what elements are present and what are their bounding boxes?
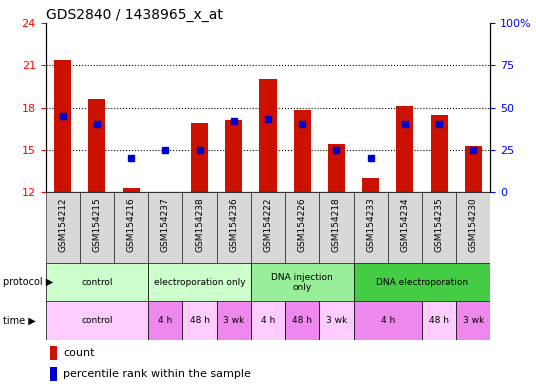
Bar (396, 106, 413, 192)
Bar (191, 123, 208, 192)
Bar (430, 114, 448, 192)
Bar (422, 301, 456, 340)
Bar (88, 99, 106, 192)
Bar (294, 110, 311, 192)
Bar (251, 301, 285, 340)
Bar (251, 263, 354, 301)
Bar (251, 192, 285, 263)
Text: GSM154216: GSM154216 (126, 198, 136, 252)
Text: 48 h: 48 h (429, 316, 449, 325)
Text: electroporation only: electroporation only (154, 278, 245, 287)
Bar (456, 192, 490, 263)
Bar (259, 79, 277, 192)
Bar (354, 263, 490, 301)
Bar (123, 188, 140, 192)
Bar (50, 367, 57, 381)
Bar (225, 120, 242, 192)
Bar (328, 144, 345, 192)
Text: 3 wk: 3 wk (326, 316, 347, 325)
Bar (50, 346, 57, 359)
Bar (285, 192, 319, 263)
Bar (46, 263, 148, 301)
Bar (182, 301, 217, 340)
Bar (456, 301, 490, 340)
Text: 4 h: 4 h (158, 316, 173, 325)
Bar (319, 192, 354, 263)
Text: GSM154235: GSM154235 (435, 198, 444, 252)
Bar (354, 192, 388, 263)
Bar (46, 192, 80, 263)
Text: 4 h: 4 h (261, 316, 275, 325)
Text: DNA electroporation: DNA electroporation (376, 278, 468, 287)
Bar (114, 192, 148, 263)
Text: count: count (63, 348, 95, 358)
Text: 48 h: 48 h (292, 316, 312, 325)
Bar (354, 301, 422, 340)
Text: control: control (81, 316, 113, 325)
Bar (217, 301, 251, 340)
Bar (319, 301, 354, 340)
Text: percentile rank within the sample: percentile rank within the sample (63, 369, 251, 379)
Text: GSM154226: GSM154226 (297, 198, 307, 252)
Bar (148, 301, 182, 340)
Bar (182, 192, 217, 263)
Bar (285, 301, 319, 340)
Bar (148, 192, 182, 263)
Text: time ▶: time ▶ (3, 316, 35, 326)
Text: protocol ▶: protocol ▶ (3, 277, 53, 287)
Bar (362, 178, 379, 192)
Bar (388, 192, 422, 263)
Text: GDS2840 / 1438965_x_at: GDS2840 / 1438965_x_at (46, 8, 222, 22)
Bar (422, 192, 456, 263)
Bar (54, 60, 71, 192)
Bar (46, 301, 148, 340)
Text: control: control (81, 278, 113, 287)
Text: DNA injection
only: DNA injection only (271, 273, 333, 292)
Text: GSM154237: GSM154237 (161, 198, 170, 252)
Text: GSM154222: GSM154222 (264, 198, 272, 252)
Text: 3 wk: 3 wk (463, 316, 484, 325)
Text: GSM154238: GSM154238 (195, 198, 204, 252)
Text: 3 wk: 3 wk (223, 316, 244, 325)
Text: GSM154218: GSM154218 (332, 198, 341, 252)
Bar (465, 146, 482, 192)
Bar (217, 192, 251, 263)
Text: GSM154212: GSM154212 (58, 198, 67, 252)
Text: 4 h: 4 h (381, 316, 395, 325)
Text: GSM154236: GSM154236 (229, 198, 239, 252)
Bar (80, 192, 114, 263)
Text: GSM154233: GSM154233 (366, 198, 375, 252)
Text: GSM154230: GSM154230 (469, 198, 478, 252)
Text: 48 h: 48 h (190, 316, 210, 325)
Bar (148, 263, 251, 301)
Text: GSM154215: GSM154215 (92, 198, 101, 252)
Text: GSM154234: GSM154234 (400, 198, 410, 252)
